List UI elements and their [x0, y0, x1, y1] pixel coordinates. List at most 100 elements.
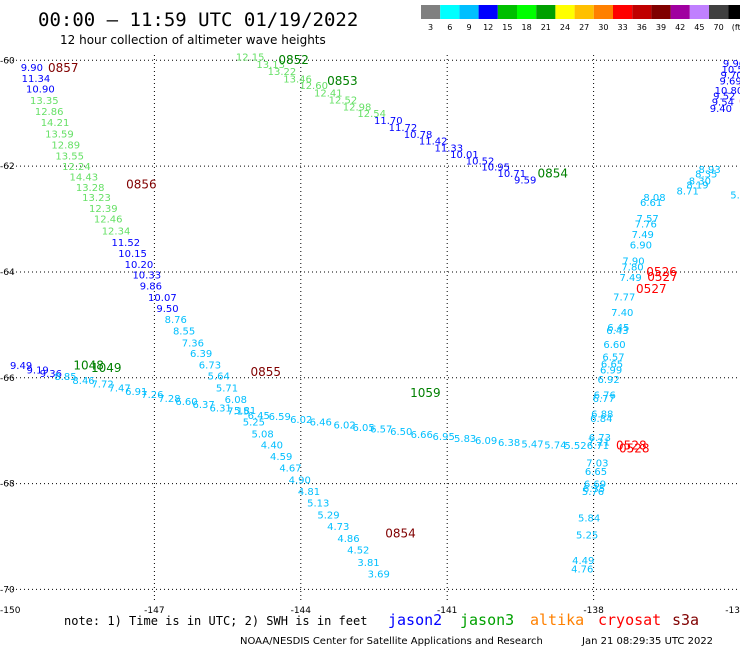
- wave-height-value: 12.34: [102, 227, 131, 238]
- pass-time-label: 0853: [327, 74, 358, 88]
- x-tick-label: -138: [583, 606, 604, 616]
- color-swatch: [651, 5, 671, 19]
- wave-height-value: 8.71: [677, 186, 699, 197]
- wave-height-value: 8.46: [72, 376, 94, 387]
- wave-height-value: 4.52: [347, 546, 369, 557]
- wave-height-value: 6.50: [390, 427, 412, 438]
- wave-height-value: 7.26: [141, 390, 163, 401]
- y-tick-label: -68: [0, 480, 15, 490]
- satellite-jason2: jason2: [388, 611, 442, 629]
- wave-height-value: 5.25: [576, 530, 598, 541]
- color-scale-label: 12: [483, 23, 493, 32]
- pass-time-label: 0528: [619, 442, 650, 456]
- wave-height-value: 13.35: [30, 96, 59, 107]
- wave-height-value: 6.05: [353, 423, 375, 434]
- wave-height-value: 6.73: [589, 433, 611, 444]
- wave-height-value: 8.30: [689, 176, 711, 187]
- y-tick-label: -66: [0, 374, 15, 384]
- wave-height-value: 9.40: [710, 104, 732, 115]
- color-scale-label: 36: [637, 23, 647, 32]
- wave-height-value: 14.21: [41, 118, 70, 129]
- x-tick-label: -13: [725, 606, 740, 616]
- wave-height-value: 12.39: [89, 204, 118, 215]
- pass-time-label: 0526: [646, 265, 677, 279]
- wave-height-value: 9.50: [156, 304, 178, 315]
- y-tick-label: -64: [0, 268, 15, 278]
- wave-height-value: 6.65: [601, 359, 623, 370]
- color-swatch: [709, 5, 729, 19]
- wave-height-value: 5.74: [544, 440, 566, 451]
- wave-height-value: 13.28: [76, 183, 105, 194]
- wave-height-value: 11.34: [22, 74, 51, 85]
- color-scale-label: 42: [675, 23, 685, 32]
- wave-height-value: 10.33: [132, 271, 161, 282]
- x-tick-label: -150: [0, 606, 21, 616]
- wave-height-value: 6.02: [333, 420, 355, 431]
- wave-height-value: 5.71: [216, 383, 238, 394]
- wave-height-value: 6.91: [125, 387, 147, 398]
- wave-height-value: 9.69: [720, 76, 740, 87]
- color-swatch: [555, 5, 575, 19]
- pass-time-label: 0528: [616, 438, 647, 452]
- wave-height-value: 12.60: [299, 81, 328, 92]
- wave-height-value: 6.65: [585, 467, 607, 478]
- color-swatch: [440, 5, 460, 19]
- wave-height-value: 4.73: [327, 522, 349, 533]
- wave-height-value: 10.07: [148, 293, 177, 304]
- pass-time-label: 1049: [91, 361, 122, 375]
- wave-height-value: 4.81: [298, 487, 320, 498]
- color-scale-label: (ft): [732, 23, 740, 32]
- wave-height-value: 4.40: [261, 440, 283, 451]
- wave-height-value: 6.99: [600, 365, 622, 376]
- wave-height-value: 5.08: [252, 429, 274, 440]
- wave-height-value: 5.52: [564, 441, 586, 452]
- color-swatch: [478, 5, 498, 19]
- color-scale-label: 18: [522, 23, 532, 32]
- wave-height-value: 13.59: [45, 129, 74, 140]
- satellite-s3a: s3a: [672, 611, 699, 629]
- wave-height-value: 6.95: [433, 432, 455, 443]
- pass-time-label: 0527: [647, 270, 678, 284]
- wave-height-value: 10.71: [497, 169, 526, 180]
- wave-height-value: 13.55: [55, 152, 84, 163]
- satellite-cryosat: cryosat: [598, 611, 661, 629]
- y-tick-label: -62: [0, 162, 15, 172]
- wave-height-value: 7.72: [91, 380, 113, 391]
- wave-height-value: 8.55: [173, 327, 195, 338]
- wave-height-value: 9.19: [27, 365, 49, 376]
- color-swatch: [497, 5, 517, 19]
- wave-height-value: 12.24: [62, 162, 91, 173]
- wave-height-value: 6.46: [310, 418, 332, 429]
- wave-height-value: 7.90: [622, 256, 644, 267]
- wave-height-value: 5.64: [730, 191, 740, 202]
- pass-time-label: 0527: [636, 282, 667, 296]
- pass-time-label: 0854: [385, 526, 416, 540]
- wave-height-value: 7.03: [586, 458, 608, 469]
- axis-tick-labels: -60 -62 -64 -66 -68 -70 -150 -147 -144 -141 -138 -1…: [0, 56, 740, 616]
- color-swatch: [632, 5, 652, 19]
- wave-height-value: 11.52: [111, 238, 140, 249]
- wave-height-value: 12.54: [357, 109, 386, 120]
- wave-height-value: 5.64: [208, 372, 230, 383]
- wave-height-value: 12.98: [343, 102, 372, 113]
- wave-height-value: 4.49: [572, 556, 594, 567]
- color-swatch: [689, 5, 709, 19]
- pass-time-label: 0857: [48, 61, 79, 75]
- color-scale-label: 3: [428, 23, 433, 32]
- wave-height-value: 6.73: [199, 361, 221, 372]
- wave-height-value: 6.60: [175, 397, 197, 408]
- color-scale-label: 21: [541, 23, 551, 32]
- wave-height-value: 9.52: [713, 92, 735, 103]
- wave-height-value: 7.47: [109, 383, 131, 394]
- chart-title: 00:00 – 11:59 UTC 01/19/2022: [38, 9, 358, 31]
- wave-height-value: 6.57: [370, 425, 392, 436]
- color-scale-label: 45: [694, 23, 704, 32]
- wave-height-value: 8.35: [695, 170, 717, 181]
- wave-height-value: 11.70: [374, 116, 403, 127]
- timestamp-text: Jan 21 08:29:35 UTC 2022: [581, 636, 713, 647]
- wave-height-value: 8.08: [643, 193, 665, 204]
- wave-height-value: 7.76: [635, 219, 657, 230]
